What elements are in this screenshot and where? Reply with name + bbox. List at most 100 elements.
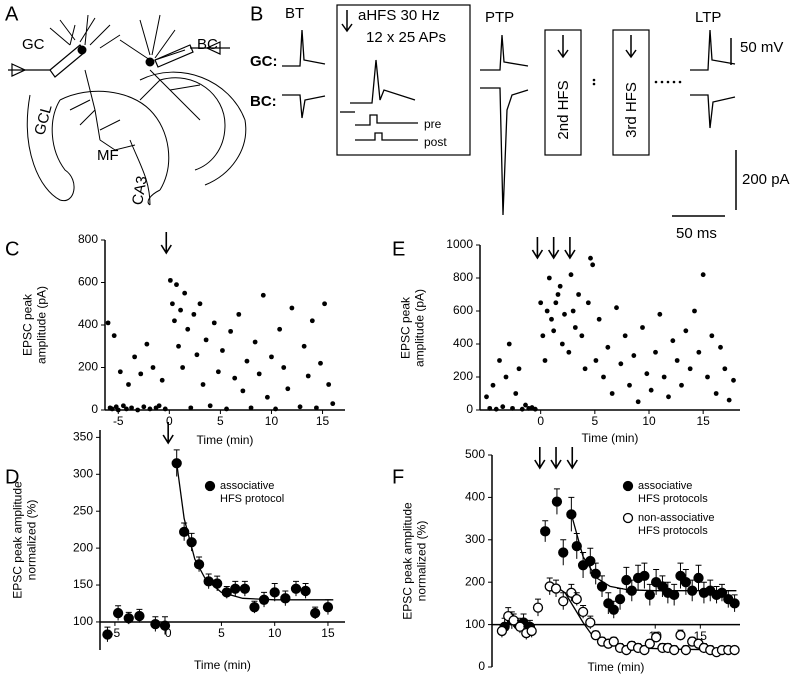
y-tick-label: 200 [73,540,93,554]
data-point [639,570,650,581]
data-point [248,405,254,411]
data-point [132,354,138,360]
data-point [670,338,676,344]
hippocampus-drawing [8,14,247,206]
data-point [322,301,327,307]
data-point [230,583,241,594]
data-point [322,602,334,613]
data-point [675,630,686,641]
data-point [162,406,168,412]
stimulus-arrow [534,447,546,470]
data-point [300,585,311,597]
data-point [666,394,671,400]
data-point [109,406,115,412]
data-point [124,406,129,412]
data-point [220,348,225,353]
data-point [687,585,698,596]
data-point [513,391,519,396]
data-point [601,374,606,380]
data-point [203,337,209,343]
data-point [669,589,680,601]
data-point [297,404,303,410]
data-point [150,619,161,630]
y-tick-label: 100 [465,617,485,631]
data-point [596,581,608,592]
data-point [571,541,582,552]
data-point [566,349,572,355]
y-tick-label: 200 [465,574,485,588]
data-point [281,365,287,370]
data-point [156,403,162,409]
data-point [683,328,689,334]
label-ltp: LTP [695,9,721,26]
data-point [126,382,131,387]
data-point [696,349,702,355]
data-point [653,349,658,355]
scale-pa: 200 pA [742,171,790,188]
data-point [729,644,740,656]
data-point [644,589,655,601]
stimulus-arrow [566,447,578,470]
data-point [716,587,728,598]
data-point [542,358,548,363]
label-ca3: CA3 [129,175,151,207]
data-point [318,360,323,366]
data-point [693,572,704,584]
data-point [540,526,551,537]
data-point [709,333,715,339]
data-point [493,406,499,412]
data-point [159,620,171,631]
panel-letter: E [392,238,405,260]
data-point [273,406,278,412]
data-point [669,644,680,656]
data-point [120,403,126,409]
legend-label: associative HFS protocols [638,480,708,505]
data-point [526,625,537,637]
y-axis-label: EPSC peak amplitude normalized (%) [400,502,428,620]
label-gc: GC [22,36,45,53]
data-point [618,361,624,367]
y-tick-label: 800 [78,232,98,246]
legend-label: associative HFS protocol [220,480,285,505]
x-tick-label: 5 [591,414,598,428]
data-point [729,598,740,609]
data-point [593,358,599,363]
data-point [172,318,177,324]
y-tick-label: 0 [478,659,485,673]
x-tick-label: 10 [268,626,282,640]
data-point [657,311,663,317]
label-gc: GC: [250,53,278,70]
x-tick-label: 0 [166,414,173,428]
x-tick-label: -5 [113,414,124,428]
x-tick-label: 5 [218,626,225,640]
data-point [558,596,569,607]
data-point [236,311,242,317]
data-point [718,344,723,350]
data-point [123,613,134,624]
data-point [558,547,569,558]
data-point [577,606,589,618]
data-point [631,353,637,358]
x-axis-label: Time (min) [587,660,645,674]
y-tick-label: 0 [91,402,98,416]
data-point [221,587,232,598]
data-point [264,394,270,400]
legend-marker [622,512,634,524]
panel-letter: D [5,466,19,488]
data-point [516,366,522,372]
data-point [289,305,295,311]
data-point [188,405,194,411]
data-point [224,406,229,412]
data-point [150,365,156,370]
data-point [290,583,302,594]
data-point [256,371,262,377]
data-point [627,382,632,388]
x-tick-label: 15 [696,414,710,428]
data-point [228,328,234,334]
legend-label: non-associative HFS protocols [638,512,715,537]
x-axis-label: Time (min) [581,431,639,445]
label-3rd-hfs: 3rd HFS [623,82,640,138]
data-point [639,644,650,656]
data-point [129,405,134,411]
data-point [555,292,561,297]
